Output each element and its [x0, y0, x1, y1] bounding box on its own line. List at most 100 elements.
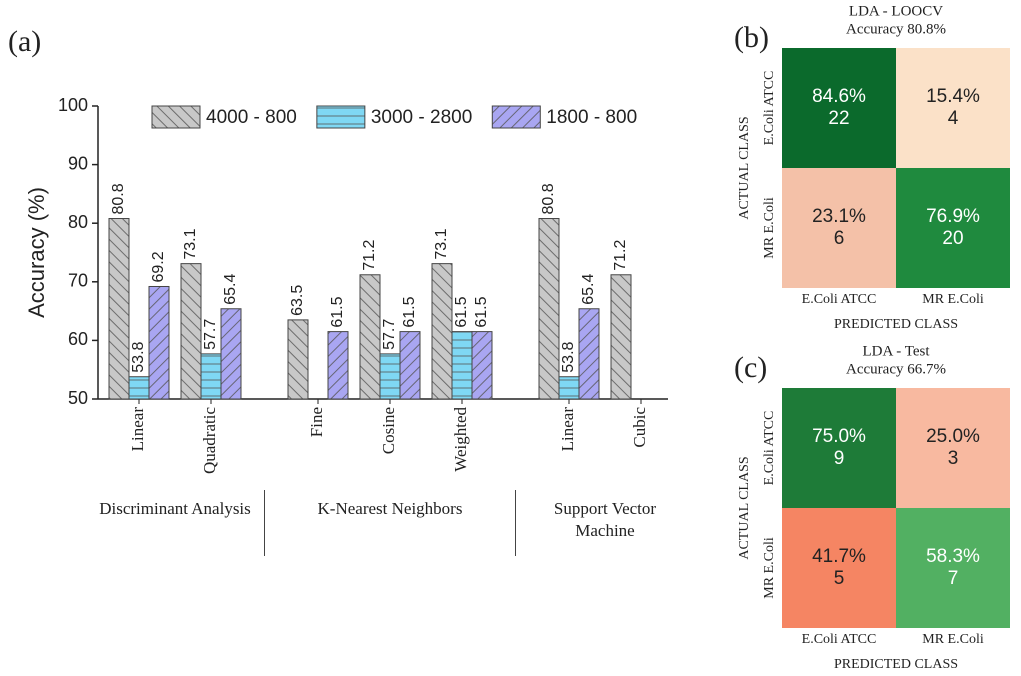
- group-label: Support Vector Machine: [553, 499, 657, 540]
- row-label: MR E.Coli: [762, 197, 777, 259]
- bar: [148, 285, 170, 400]
- bar: [327, 331, 349, 400]
- cell-percent: 75.0%: [812, 426, 866, 447]
- cell-count: 9: [834, 448, 845, 469]
- column-label: E.Coli ATCC: [802, 632, 877, 647]
- row-label: MR E.Coli: [762, 537, 777, 599]
- bar: [431, 263, 453, 400]
- panel-label: (a): [8, 25, 41, 58]
- matrix-cell: [896, 388, 1010, 508]
- value-label: 65.4: [580, 274, 597, 305]
- chart-subtitle: Accuracy 80.8%: [846, 21, 946, 37]
- legend-swatch: [316, 105, 366, 129]
- cell-percent: 41.7%: [812, 546, 866, 567]
- value-label: 80.8: [540, 183, 557, 214]
- y-tick-label: 70: [68, 271, 88, 291]
- cell-count: 7: [948, 568, 959, 589]
- panel-label: (b): [734, 21, 769, 54]
- y-axis-label: Accuracy (%): [24, 187, 49, 318]
- row-label: E.Coli ATCC: [762, 411, 777, 486]
- x-tick-label: Linear: [128, 407, 147, 452]
- matrix-cell: [782, 388, 896, 508]
- matrix-cell: [782, 168, 896, 288]
- y-tick-label: 50: [68, 388, 88, 408]
- cell-percent: 23.1%: [812, 206, 866, 227]
- group-label-box: Support Vector Machine: [553, 499, 657, 540]
- bar: [108, 218, 130, 400]
- matrix-cell: [896, 508, 1010, 628]
- bar: [180, 263, 202, 400]
- cell-count: 20: [942, 228, 963, 249]
- cell-count: 4: [948, 108, 959, 129]
- y-tick-label: 60: [68, 329, 88, 349]
- value-label: 73.1: [182, 228, 199, 259]
- row-label: E.Coli ATCC: [762, 71, 777, 146]
- value-label: 53.8: [130, 341, 147, 372]
- bar: [200, 353, 222, 400]
- bar: [359, 274, 381, 400]
- cell-percent: 84.6%: [812, 86, 866, 107]
- y-tick-label: 100: [58, 95, 88, 115]
- bar: [399, 331, 421, 400]
- bar: [128, 376, 150, 400]
- bar: [220, 308, 242, 400]
- x-tick-label: Cubic: [630, 407, 649, 448]
- group-label: K-Nearest Neighbors: [317, 499, 463, 518]
- bar: [471, 331, 493, 400]
- value-label: 57.7: [381, 319, 398, 350]
- value-label: 53.8: [560, 341, 577, 372]
- x-tick-label: Fine: [307, 407, 326, 437]
- bar: [538, 218, 560, 400]
- value-label: 57.7: [202, 319, 219, 350]
- x-axis-label: PREDICTED CLASS: [834, 317, 958, 332]
- matrix-cell: [896, 48, 1010, 168]
- group-label-box: Discriminant Analysis: [99, 499, 251, 518]
- value-label: 61.5: [453, 296, 470, 327]
- group-label: Discriminant Analysis: [99, 499, 251, 518]
- legend-label: 3000 - 2800: [371, 107, 472, 128]
- chart-title: LDA - LOOCV: [849, 3, 943, 19]
- legend-swatch: [151, 105, 201, 129]
- matrix-cell: [896, 168, 1010, 288]
- cell-percent: 15.4%: [926, 86, 980, 107]
- group-label-box: K-Nearest Neighbors: [317, 499, 463, 518]
- value-label: 71.2: [361, 240, 378, 271]
- value-label: 61.5: [401, 296, 418, 327]
- value-label: 73.1: [433, 228, 450, 259]
- column-label: E.Coli ATCC: [802, 292, 877, 307]
- value-label: 63.5: [289, 285, 306, 316]
- value-label: 80.8: [110, 183, 127, 214]
- x-tick-label: Quadratic: [200, 407, 219, 474]
- chart-title: LDA - Test: [862, 343, 930, 359]
- panel-label: (c): [734, 351, 767, 384]
- value-label: 61.5: [473, 296, 490, 327]
- cell-percent: 58.3%: [926, 546, 980, 567]
- value-label: 65.4: [222, 274, 239, 305]
- cell-count: 22: [828, 108, 849, 129]
- bar: [610, 274, 632, 400]
- x-tick-label: Linear: [558, 407, 577, 452]
- x-axis-label: PREDICTED CLASS: [834, 657, 958, 672]
- cell-count: 6: [834, 228, 845, 249]
- column-label: MR E.Coli: [922, 292, 984, 307]
- matrix-cell: [782, 48, 896, 168]
- value-label: 71.2: [612, 240, 629, 271]
- bar: [578, 308, 600, 400]
- bar: [379, 353, 401, 400]
- legend-label: 4000 - 800: [206, 107, 297, 128]
- cell-count: 3: [948, 448, 959, 469]
- x-tick-label: Cosine: [379, 407, 398, 454]
- x-tick-label: Weighted: [451, 407, 470, 472]
- bar: [558, 376, 580, 400]
- value-label: 69.2: [150, 251, 167, 282]
- legend-swatch: [491, 105, 541, 129]
- y-tick-label: 90: [68, 153, 88, 173]
- y-tick-label: 80: [68, 212, 88, 232]
- legend-label: 1800 - 800: [546, 107, 637, 128]
- bar: [287, 319, 309, 400]
- cell-count: 5: [834, 568, 845, 589]
- column-label: MR E.Coli: [922, 632, 984, 647]
- chart-subtitle: Accuracy 66.7%: [846, 361, 946, 377]
- matrix-cell: [782, 508, 896, 628]
